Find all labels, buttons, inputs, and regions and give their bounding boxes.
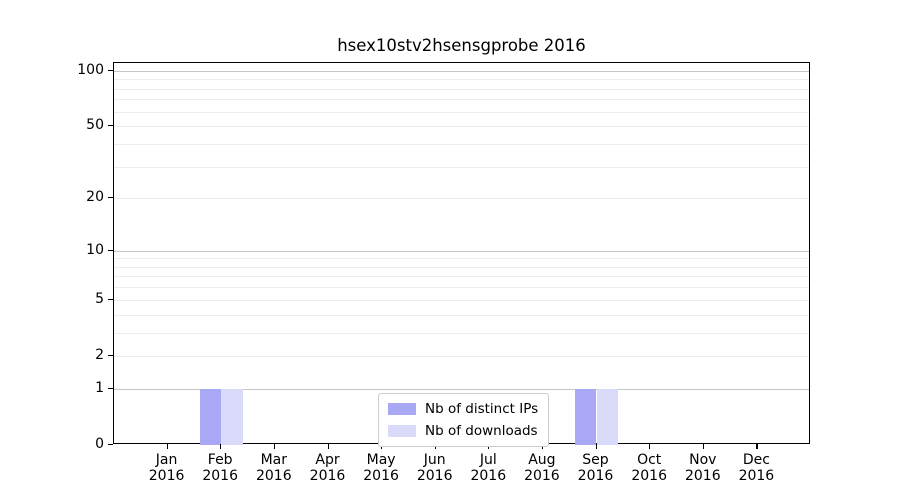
y-tick-label-10: 10 [86,241,104,258]
gridline-minor-y5 [114,299,809,301]
y-tick-label-1: 1 [95,379,104,396]
legend-item-distinct-ips: Nb of distinct IPs [388,401,538,417]
gridline-minor-y9 [114,258,809,260]
x-tick-mark-mar [273,444,275,449]
legend-label-downloads: Nb of downloads [425,423,538,439]
gridline-minor-y50 [114,126,809,128]
legend-item-downloads: Nb of downloads [388,423,538,439]
gridline-minor-y4 [114,314,809,316]
gridline-minor-y20 [114,198,809,200]
legend-label-distinct-ips: Nb of distinct IPs [425,401,539,417]
y-tick-label-100: 100 [77,61,104,78]
gridline-minor-y40 [114,143,809,145]
x-tick-label-jan: Jan 2016 [148,452,185,484]
gridline-minor-y30 [114,166,809,168]
legend-swatch-distinct-ips [388,403,416,415]
gridline-major-y1 [114,388,809,390]
x-tick-mark-sep [595,444,597,449]
y-tick-mark-0 [108,444,113,446]
x-tick-mark-jan [166,444,168,449]
y-tick-mark-5 [108,298,113,300]
legend: Nb of distinct IPs Nb of downloads [378,393,550,447]
x-tick-label-nov: Nov 2016 [684,452,721,484]
x-tick-mark-dec [756,444,758,449]
bar-nb-of-distinct-ips-feb [199,388,222,445]
bar-nb-of-distinct-ips-sep [575,388,597,445]
x-tick-label-dec: Dec 2016 [738,452,775,484]
gridline-major-y100 [114,70,809,72]
chart-title: hsex10stv2hsensgprobe 2016 [337,36,586,55]
bar-nb-of-downloads-sep [596,388,618,445]
gridline-minor-y3 [114,332,809,334]
y-tick-mark-20 [108,197,113,199]
y-tick-mark-1 [108,387,113,389]
y-tick-label-5: 5 [95,290,104,307]
x-tick-mark-feb [220,444,222,449]
y-tick-label-0: 0 [95,436,104,452]
y-tick-label-2: 2 [95,346,104,363]
y-tick-label-50: 50 [86,117,104,134]
y-tick-mark-50 [108,125,113,127]
gridline-minor-y80 [114,88,809,90]
gridline-minor-y7 [114,276,809,278]
y-tick-mark-2 [108,354,113,357]
x-tick-label-may: May 2016 [363,452,399,484]
legend-swatch-downloads [388,425,416,437]
x-tick-label-aug: Aug 2016 [524,452,560,484]
gridline-minor-y60 [114,111,809,113]
x-tick-label-feb: Feb 2016 [202,452,238,484]
gridline-minor-y2 [114,355,809,357]
x-tick-label-mar: Mar 2016 [255,452,292,484]
x-tick-label-jul: Jul 2016 [470,452,507,484]
x-tick-label-apr: Apr 2016 [309,452,346,484]
bar-nb-of-downloads-feb [221,388,243,445]
x-tick-mark-oct [649,444,651,449]
x-tick-label-sep: Sep 2016 [577,452,614,484]
y-tick-label-20: 20 [86,189,104,206]
x-tick-label-jun: Jun 2016 [416,452,453,484]
x-tick-label-oct: Oct 2016 [631,452,667,484]
x-tick-mark-apr [327,444,329,449]
gridline-major-y10 [114,250,809,252]
y-tick-mark-10 [108,249,113,251]
gridline-minor-y70 [114,99,809,101]
y-tick-mark-100 [108,69,113,71]
x-tick-mark-nov [702,444,704,449]
gridline-minor-y8 [114,266,809,268]
plot-area: Nb of distinct IPs Nb of downloads [113,62,810,447]
gridline-minor-y90 [114,79,809,81]
gridline-minor-y6 [114,287,809,289]
